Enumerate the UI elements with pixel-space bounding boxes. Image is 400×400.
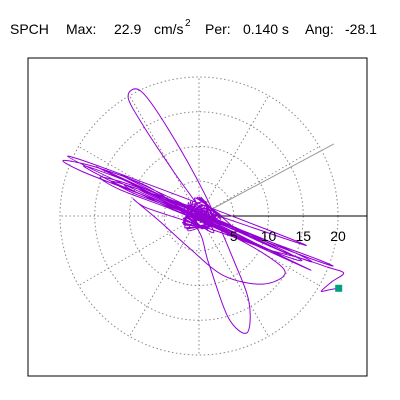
- trace-core-segment: [185, 217, 203, 228]
- angle-value: -28.1: [345, 21, 377, 37]
- orientation-axis: [198, 143, 367, 217]
- grid-spoke-120: [129, 95, 200, 217]
- radial-tick-labels: 5 10 15 20: [230, 228, 346, 244]
- trace-core-segment: [196, 196, 222, 217]
- trace-core-segment: [192, 209, 206, 213]
- grid-spoke-60: [198, 95, 269, 217]
- grid-spoke-300: [198, 215, 269, 337]
- trace-core-segment: [195, 214, 198, 219]
- station-code: SPCH: [10, 21, 49, 37]
- end-marker: [335, 284, 343, 292]
- trace-core-segment: [205, 204, 213, 224]
- grid-spoke-210: [78, 215, 200, 286]
- radial-tick-label-20: 20: [330, 228, 346, 244]
- max-unit-exponent: 2: [185, 18, 191, 29]
- trace-line-0: [62, 88, 345, 334]
- period-value: 0.140 s: [243, 21, 289, 37]
- radial-tick-label-5: 5: [230, 228, 238, 244]
- plot-frame: [27, 57, 368, 377]
- trace-core-segment: [186, 224, 215, 230]
- radial-tick-label-10: 10: [261, 228, 277, 244]
- trace-core-segment: [197, 212, 203, 216]
- end-marker-group: [335, 284, 343, 292]
- trace-core-segment: [197, 215, 203, 219]
- grid-spoke-30: [198, 146, 320, 217]
- trace-core-segment: [192, 213, 198, 222]
- orientation-line: [198, 143, 335, 217]
- trace-core-segment: [188, 214, 200, 225]
- trace-core-segment: [186, 204, 201, 218]
- trace-core-segment: [199, 214, 205, 222]
- plot-header: SPCH Max: 22.9 cm/s 2 Per: 0.140 s Ang: …: [10, 18, 377, 37]
- max-label: Max:: [66, 21, 96, 37]
- radial-tick-label-15: 15: [295, 228, 311, 244]
- max-unit: cm/s: [154, 21, 184, 37]
- trace-core-segment: [205, 208, 208, 224]
- trace-core-segment: [195, 211, 205, 215]
- trace-core-segment: [201, 212, 207, 223]
- period-label: Per:: [205, 21, 231, 37]
- trace-core-segment: [184, 224, 211, 228]
- grid-spoke-240: [129, 215, 200, 337]
- angle-label: Ang:: [305, 21, 334, 37]
- trace-core-segment: [184, 202, 190, 228]
- max-value: 22.9: [114, 21, 141, 37]
- trace-series: [62, 88, 345, 334]
